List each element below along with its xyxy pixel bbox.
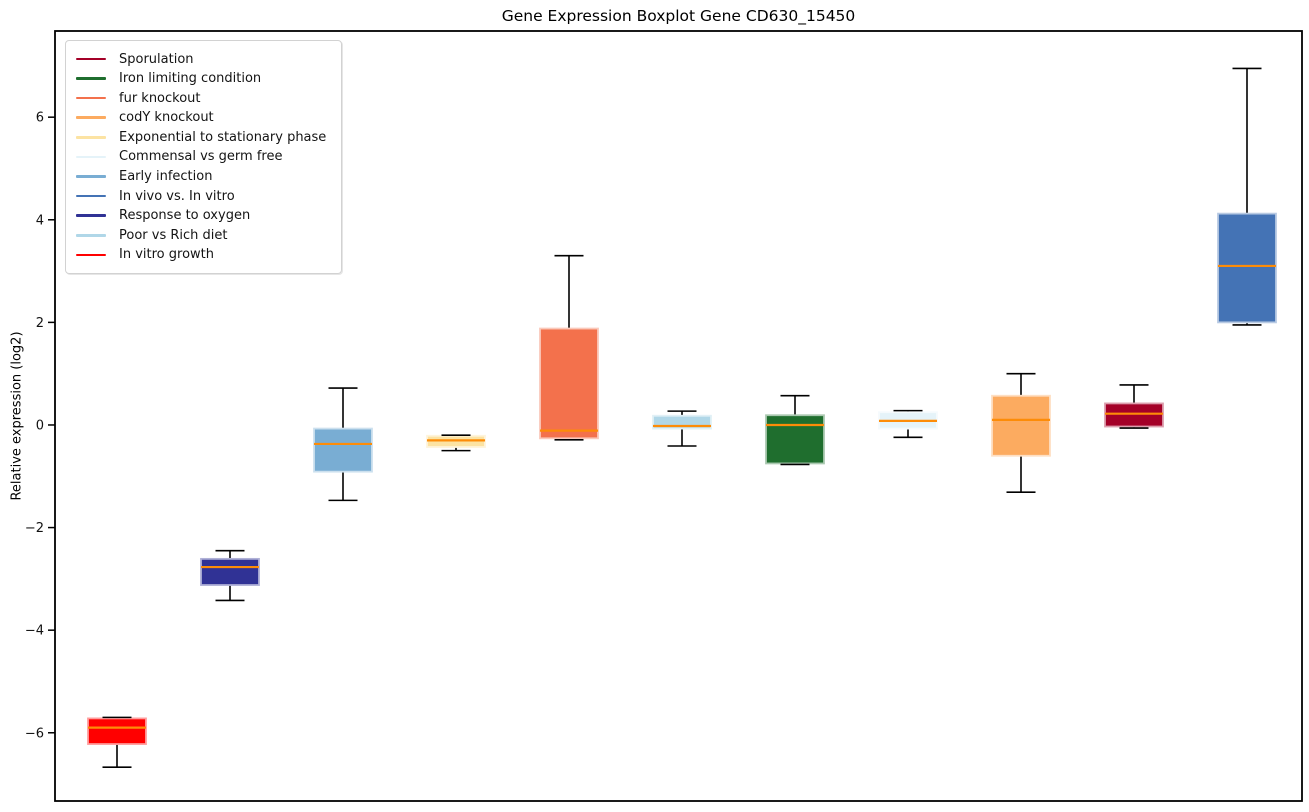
legend-item: Response to oxygen bbox=[76, 207, 331, 225]
legend-item: Early infection bbox=[76, 168, 331, 186]
legend-item-label: codY knockout bbox=[119, 110, 214, 126]
legend-item: Exponential to stationary phase bbox=[76, 128, 331, 146]
legend-item-label: Iron limiting condition bbox=[119, 71, 262, 87]
legend-swatch bbox=[76, 194, 106, 198]
legend-item-label: Exponential to stationary phase bbox=[119, 129, 327, 145]
legend-swatch bbox=[76, 253, 106, 257]
box-fur-knockout bbox=[539, 327, 599, 440]
box-in-vitro-growth bbox=[87, 717, 147, 745]
box-sporulation bbox=[1104, 402, 1164, 428]
legend-swatch bbox=[76, 214, 106, 218]
legend-item: Poor vs Rich diet bbox=[76, 226, 331, 244]
legend-item-label: Poor vs Rich diet bbox=[119, 227, 228, 243]
legend-item: In vivo vs. In vitro bbox=[76, 187, 331, 205]
legend-swatch bbox=[76, 77, 106, 80]
legend-swatch bbox=[76, 234, 106, 237]
legend-item: Iron limiting condition bbox=[76, 70, 331, 88]
legend-item: Commensal vs germ free bbox=[76, 148, 331, 166]
y-tick-label: 0 bbox=[36, 418, 44, 433]
box-early-infection bbox=[313, 427, 373, 473]
legend: Sporulation Iron limiting condition fur kn… bbox=[65, 40, 342, 274]
legend-item: In vitro growth bbox=[76, 246, 331, 264]
legend-swatch bbox=[76, 116, 106, 120]
legend-swatch bbox=[76, 155, 106, 159]
y-tick-label: 2 bbox=[36, 316, 44, 331]
legend-item: Sporulation bbox=[76, 50, 331, 68]
legend-item-label: Response to oxygen bbox=[119, 208, 251, 224]
legend-swatch bbox=[76, 136, 106, 139]
y-tick-label: −6 bbox=[25, 726, 44, 741]
box-cody-knockout bbox=[991, 394, 1051, 457]
box-iron-limiting-condition bbox=[765, 414, 825, 465]
y-tick-label: 6 bbox=[36, 111, 44, 126]
legend-item-label: fur knockout bbox=[119, 90, 201, 106]
legend-item-label: Early infection bbox=[119, 169, 213, 185]
y-tick-label: −2 bbox=[25, 521, 44, 536]
y-axis-label: Relative expression (log2) bbox=[9, 331, 25, 501]
box-in-vivo-vs-in-vitro bbox=[1217, 212, 1277, 324]
legend-item: fur knockout bbox=[76, 89, 331, 107]
legend-swatch bbox=[76, 175, 106, 178]
legend-swatch bbox=[76, 96, 106, 100]
legend-item-label: In vitro growth bbox=[119, 247, 214, 263]
legend-item-label: In vivo vs. In vitro bbox=[119, 188, 235, 204]
legend-swatch bbox=[76, 57, 106, 61]
plot-frame bbox=[54, 30, 1303, 802]
legend-item-label: Sporulation bbox=[119, 51, 194, 67]
legend-item: codY knockout bbox=[76, 109, 331, 127]
y-tick-label: −4 bbox=[25, 624, 44, 639]
legend-item-label: Commensal vs germ free bbox=[119, 149, 283, 165]
y-tick-label: 4 bbox=[36, 213, 44, 228]
box-response-to-oxygen bbox=[200, 557, 260, 586]
chart-title: Gene Expression Boxplot Gene CD630_15450 bbox=[501, 7, 856, 25]
